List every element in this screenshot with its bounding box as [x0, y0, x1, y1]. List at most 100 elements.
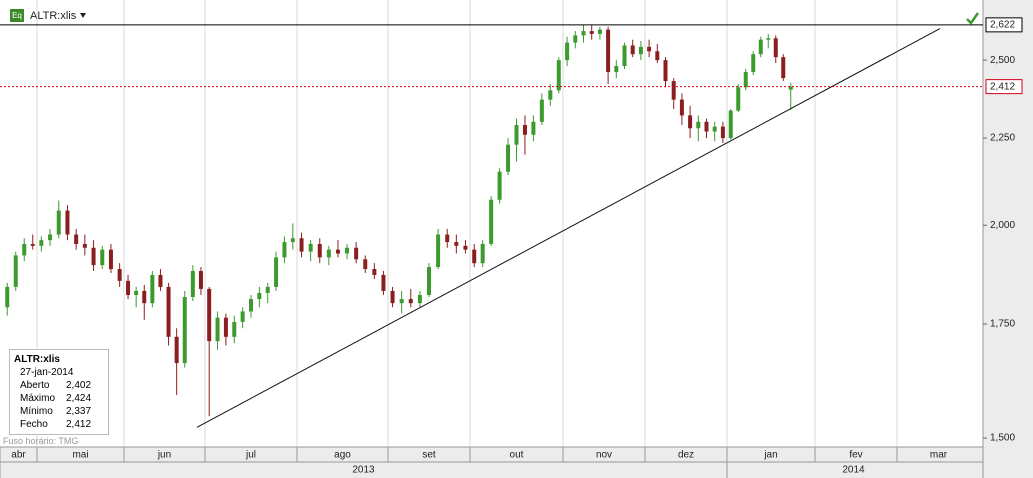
candle-body — [514, 125, 519, 145]
info-row: Fecho 2,412 — [14, 418, 104, 431]
candle-body — [166, 286, 171, 337]
price-axis-panel — [983, 0, 1033, 478]
info-value: 2,424 — [66, 393, 92, 404]
info-label: Máximo — [20, 393, 56, 404]
candle-body — [506, 144, 511, 172]
candle-body — [445, 234, 450, 243]
candle-body — [573, 35, 578, 43]
candle-body — [556, 60, 561, 91]
candle-body — [751, 54, 756, 73]
candle-body — [65, 210, 70, 235]
candle-body — [82, 243, 87, 248]
month-label: jan — [763, 450, 777, 461]
candle-body — [345, 247, 350, 254]
candle-body — [671, 81, 676, 100]
year-label: 2013 — [352, 465, 375, 476]
candle-body — [299, 238, 304, 252]
candle-body — [704, 121, 709, 132]
candle-body — [74, 234, 79, 244]
candle-body — [489, 199, 494, 244]
candle-body — [743, 72, 748, 88]
candle-body — [363, 259, 368, 270]
candle-body — [317, 243, 322, 258]
candle-body — [688, 115, 693, 129]
candle-body — [522, 125, 527, 135]
candle-body — [13, 255, 18, 287]
info-box: ALTR:xlis 27-jan-2014 Aberto 2,402 Máximo 2… — [9, 349, 109, 435]
candle-body — [736, 87, 741, 111]
y-tick-label: 2,000 — [990, 220, 1015, 231]
candle-body — [758, 39, 763, 55]
candle-body — [56, 210, 61, 235]
candle-body — [265, 286, 270, 293]
candle-body — [614, 66, 619, 73]
candle-body — [472, 249, 477, 264]
dropdown-arrow[interactable] — [80, 13, 86, 18]
candle-body — [606, 29, 611, 73]
candle-body — [408, 299, 413, 304]
candle-body — [190, 270, 195, 298]
candle-body — [622, 45, 627, 67]
level-label-box — [985, 79, 1023, 95]
candle-body — [773, 38, 778, 58]
level-label-box — [985, 17, 1023, 33]
info-label: Aberto — [20, 380, 50, 391]
candle-body — [91, 247, 96, 266]
candle-body — [565, 42, 570, 61]
candle-body — [308, 243, 313, 252]
info-label: Mínimo — [20, 406, 53, 417]
info-row: Mínimo 2,337 — [14, 405, 104, 418]
month-label: dez — [678, 450, 694, 461]
candle-body — [354, 247, 359, 260]
y-tick-label: 1,500 — [990, 433, 1015, 444]
candle-body — [454, 242, 459, 246]
info-symbol: ALTR:xlis — [14, 354, 60, 365]
candle-body — [150, 274, 155, 304]
month-label: fev — [849, 450, 862, 461]
candle-body — [108, 249, 113, 270]
info-row: Aberto 2,402 — [14, 379, 104, 392]
month-label: nov — [596, 450, 612, 461]
candle-body — [39, 240, 44, 246]
candle-body — [215, 317, 220, 342]
trendline — [196, 28, 941, 428]
candle-body — [638, 46, 643, 55]
candle-body — [174, 336, 179, 364]
candle-body — [5, 286, 10, 308]
level-label: 2,622 — [990, 19, 1015, 30]
month-label: set — [422, 450, 436, 461]
candle-body — [766, 38, 771, 40]
info-date: 27-jan-2014 — [20, 367, 74, 378]
candle-body — [539, 99, 544, 122]
y-tick-label: 2,250 — [990, 133, 1015, 144]
y-tick-label: 2,500 — [990, 55, 1015, 66]
symbol-icon[interactable] — [10, 9, 24, 22]
info-label: Fecho — [20, 419, 48, 430]
timezone: Fuso horário: TMG — [3, 436, 79, 446]
info-value: 2,337 — [66, 406, 92, 417]
candle-body — [117, 269, 122, 281]
candle-body — [589, 31, 594, 34]
candle-body — [531, 121, 536, 135]
candle-body — [427, 267, 431, 295]
candle-body — [788, 86, 793, 90]
month-label: abr — [11, 450, 26, 461]
candle-body — [399, 299, 404, 304]
candle-body — [647, 46, 652, 52]
candle-body — [249, 299, 253, 312]
month-label: ago — [334, 450, 351, 461]
candle-body — [663, 60, 668, 82]
candle-body — [548, 90, 553, 100]
month-label: jun — [157, 450, 171, 461]
candle-body — [182, 297, 187, 364]
candle-body — [142, 290, 147, 304]
candle-body — [372, 269, 377, 275]
candle-body — [30, 243, 35, 246]
candle-body — [630, 45, 635, 55]
symbol-title[interactable]: ALTR:xlis — [30, 10, 77, 22]
candle-body — [597, 29, 602, 34]
